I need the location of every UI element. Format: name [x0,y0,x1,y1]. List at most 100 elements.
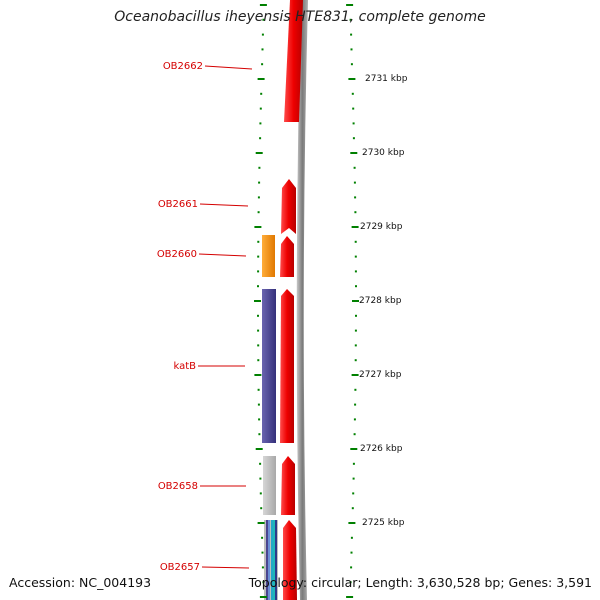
kbp-label: 2728 kbp [359,296,402,306]
major-tick [255,448,263,450]
minor-tick [353,181,356,184]
gene-label-text: OB2658 [158,481,198,492]
minor-tick [262,18,265,21]
minor-tick [354,240,357,243]
minor-tick [354,388,357,391]
kbp-label: 2730 kbp [362,148,405,158]
minor-tick [260,507,263,510]
gene-arrow-ob2661 [281,179,296,234]
gene-label-ob2657[interactable]: OB2657 [160,562,250,573]
kbp-label: 2725 kbp [362,518,405,528]
minor-tick [257,211,260,214]
grey-feature-block [263,456,276,515]
gene-label-ob2661[interactable]: OB2661 [158,199,249,210]
minor-tick [257,344,260,347]
genome-title: Oceanobacillus iheyensis HTE831, complet… [114,9,486,25]
gene-label-text: OB2657 [160,562,200,573]
minor-tick [257,388,260,391]
major-tick [254,374,262,376]
major-tick [351,374,359,376]
minor-tick [352,492,355,495]
orange-feature-block [262,235,275,277]
minor-tick [350,551,353,554]
minor-tick [257,285,259,288]
right-dotted-scale [346,4,359,598]
minor-tick [257,403,260,406]
minor-tick [350,48,353,51]
minor-tick [262,581,265,584]
gene-arrow-ob2660 [280,236,294,277]
minor-tick [257,196,260,199]
minor-tick [353,433,356,436]
minor-tick [350,63,353,66]
minor-tick [354,211,357,214]
minor-tick [258,166,261,169]
minor-tick [354,255,357,258]
minor-tick [257,329,260,332]
major-tick [346,596,354,598]
major-tick [257,78,265,80]
gene-label-ob2658[interactable]: OB2658 [158,481,246,492]
minor-tick [349,18,352,21]
minor-tick [258,418,261,421]
kbp-label: 2726 kbp [360,444,403,454]
major-tick [257,522,265,524]
left-dotted-scale [254,4,267,598]
gene-label-text: OB2661 [158,199,198,210]
minor-tick [259,462,262,465]
minor-tick [261,536,264,539]
minor-tick [258,433,261,436]
minor-tick [259,107,262,110]
topology-text: Topology: circular; Length: 3,630,528 bp… [248,575,592,590]
minor-tick [259,122,262,125]
gene-label-ob2660[interactable]: OB2660 [157,249,247,260]
purple-feature-block [262,289,276,443]
minor-tick [352,122,355,125]
major-tick [254,300,261,302]
minor-tick [354,344,357,347]
major-tick [350,152,358,154]
gene-arrow-katb [280,289,294,443]
major-tick [346,4,354,6]
gene-label-ob2662[interactable]: OB2662 [163,61,253,72]
minor-tick [349,581,352,584]
minor-tick [355,314,357,317]
major-tick [351,226,359,228]
minor-tick [258,181,261,184]
minor-tick [261,33,264,36]
major-tick [348,522,356,524]
kbp-label: 2729 kbp [360,222,403,232]
major-tick [259,4,267,6]
minor-tick [260,92,263,95]
striped-feature-block [264,520,278,600]
minor-tick [257,240,260,243]
gene-arrow-ob2662 [284,0,303,122]
minor-tick [354,270,357,273]
minor-tick [257,314,259,317]
minor-tick [353,166,356,169]
gene-arrow-ob2658 [281,456,295,515]
accession-text: Accession: NC_004193 [9,575,152,590]
gene-label-text: katB [173,361,196,372]
minor-tick [351,507,354,510]
minor-tick [259,477,262,480]
gene-label-text: OB2660 [157,249,197,260]
minor-tick [257,255,260,258]
minor-tick [257,270,260,273]
minor-tick [352,462,355,465]
major-tick [259,596,267,598]
minor-tick [354,196,357,199]
minor-tick [261,566,264,569]
minor-tick [354,359,357,362]
minor-tick [350,536,353,539]
minor-tick [353,418,356,421]
minor-tick [350,566,353,569]
minor-tick [354,403,357,406]
major-tick [255,152,263,154]
minor-tick [354,329,357,332]
gene-arrow-ob2657 [283,520,297,600]
gene-label-katb[interactable]: katB [173,361,245,372]
minor-tick [355,285,357,288]
kbp-label: 2731 kbp [365,74,408,84]
major-tick [254,226,262,228]
